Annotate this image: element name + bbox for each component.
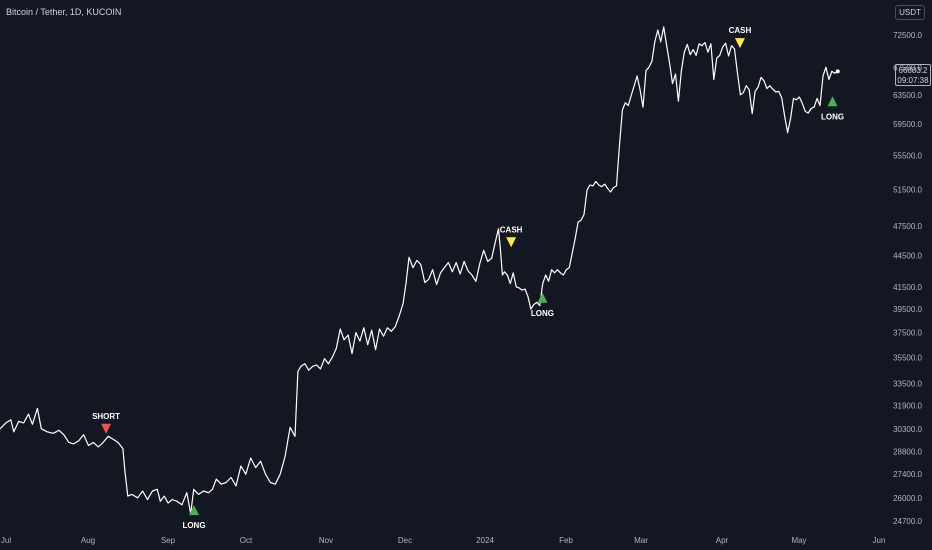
signal-label: CASH xyxy=(500,225,523,234)
cash-triangle-icon xyxy=(506,237,517,248)
signal-label: LONG xyxy=(182,521,205,530)
y-tick-label: 44500.0 xyxy=(893,251,922,260)
x-tick-label: May xyxy=(791,536,806,545)
y-tick-label: 47500.0 xyxy=(893,222,922,231)
x-tick-label: 2024 xyxy=(476,536,494,545)
chart-title: Bitcoin / Tether, 1D, KUCOIN xyxy=(6,7,122,17)
signal-label: SHORT xyxy=(92,412,120,421)
x-tick-label: Nov xyxy=(319,536,333,545)
signal-long: LONG xyxy=(531,292,554,318)
y-tick-label: 41500.0 xyxy=(893,283,922,292)
signal-label: LONG xyxy=(821,112,844,121)
long-triangle-icon xyxy=(827,96,838,107)
y-tick-label: 26000.0 xyxy=(893,494,922,503)
last-price-tag: 66883.2 09:07:38 xyxy=(895,64,931,86)
y-tick-label: 59500.0 xyxy=(893,120,922,129)
price-axis[interactable]: 72500.0 67500.0 63500.0 59500.0 55500.0 51500… xyxy=(893,31,922,526)
y-tick-label: 63500.0 xyxy=(893,91,922,100)
price-line-layer xyxy=(0,26,840,515)
cash-triangle-icon xyxy=(734,38,745,49)
x-tick-label: Aug xyxy=(81,536,95,545)
long-triangle-icon xyxy=(537,292,548,303)
signal-label: CASH xyxy=(729,26,752,35)
x-tick-label: Dec xyxy=(398,536,412,545)
signal-label: LONG xyxy=(531,309,554,318)
y-tick-label: 27400.0 xyxy=(893,470,922,479)
x-tick-label: Jul xyxy=(1,536,11,545)
y-tick-label: 37500.0 xyxy=(893,329,922,338)
time-axis[interactable]: Jul Aug Sep Oct Nov Dec 2024 Feb Mar Apr May Jun xyxy=(1,536,886,545)
y-tick-label: 55500.0 xyxy=(893,152,922,161)
y-tick-label: 28800.0 xyxy=(893,448,922,457)
y-tick-label: 24700.0 xyxy=(893,517,922,526)
y-tick-label: 39500.0 xyxy=(893,305,922,314)
price-line xyxy=(0,26,839,515)
signal-cash: CASH xyxy=(500,225,523,248)
x-tick-label: Feb xyxy=(559,536,573,545)
signal-cash: CASH xyxy=(729,26,752,49)
x-tick-label: Oct xyxy=(240,536,253,545)
short-triangle-icon xyxy=(101,423,112,434)
currency-button[interactable]: USDT xyxy=(895,5,925,20)
y-tick-label: 35500.0 xyxy=(893,353,922,362)
y-tick-label: 30300.0 xyxy=(893,425,922,434)
long-triangle-icon xyxy=(189,505,199,516)
x-tick-label: Jun xyxy=(873,536,886,545)
signal-short: SHORT xyxy=(92,412,120,434)
x-tick-label: Sep xyxy=(161,536,176,545)
y-tick-label: 67500.0 xyxy=(893,63,922,72)
x-tick-label: Mar xyxy=(634,536,648,545)
signals-layer: SHORT LONG CASH LONG CASH LONG xyxy=(92,26,844,530)
last-price-dot xyxy=(835,69,840,74)
y-tick-label: 72500.0 xyxy=(893,31,922,40)
y-tick-label: 33500.0 xyxy=(893,379,922,388)
y-tick-label: 31900.0 xyxy=(893,402,922,411)
y-tick-label: 51500.0 xyxy=(893,185,922,194)
signal-long: LONG xyxy=(182,505,206,530)
signal-long: LONG xyxy=(821,96,844,121)
bar-countdown: 09:07:38 xyxy=(897,76,929,85)
x-tick-label: Apr xyxy=(716,536,729,545)
last-price-value: 66883.2 xyxy=(898,66,928,75)
